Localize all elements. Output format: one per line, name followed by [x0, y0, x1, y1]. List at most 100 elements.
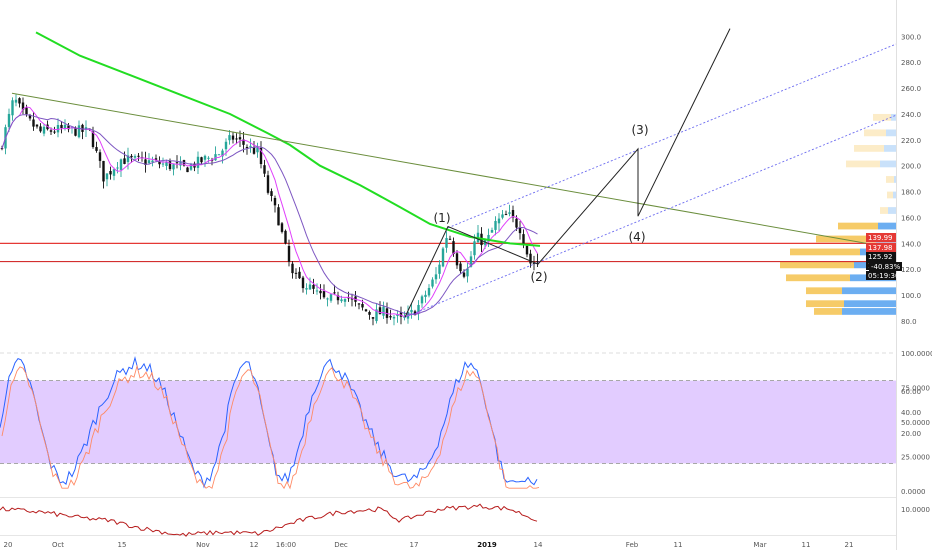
candle	[133, 156, 137, 158]
candle	[112, 169, 116, 176]
candle	[116, 167, 119, 169]
candle	[252, 147, 256, 154]
candle	[389, 316, 392, 318]
candle	[375, 309, 378, 322]
price-tag-box	[866, 233, 896, 242]
candle	[473, 241, 476, 256]
candle	[200, 157, 203, 163]
candle	[455, 253, 459, 266]
candle	[413, 311, 417, 316]
price-tick-label: 160.0	[901, 214, 921, 222]
candle	[284, 230, 287, 244]
candle	[11, 100, 14, 116]
pane-backgrounds	[0, 0, 897, 550]
time-tick-label: 11	[674, 541, 683, 549]
volume-profile-bar	[873, 113, 891, 121]
price-tick-label: 280.0	[901, 59, 921, 67]
candle	[329, 294, 333, 301]
price-tick-label: 120.0	[901, 266, 921, 274]
candle	[161, 163, 165, 165]
osc-tick-label: 10.0000	[901, 506, 930, 514]
price-tag-box	[866, 252, 896, 261]
candle	[25, 107, 28, 115]
volume-profile-bar	[780, 261, 854, 269]
candle	[224, 141, 228, 150]
candle	[291, 263, 294, 274]
candle	[532, 262, 536, 264]
candle	[396, 314, 399, 317]
candle	[228, 135, 231, 141]
stoch-tick-label: 25.0000	[901, 454, 930, 462]
candle	[263, 165, 266, 174]
candle	[448, 238, 452, 240]
candle	[308, 284, 312, 290]
candle	[301, 277, 305, 289]
candle	[504, 214, 508, 216]
stoch-tick-label: 50.0000	[901, 419, 930, 427]
candle	[382, 306, 385, 316]
volume-profile-bar	[806, 287, 842, 295]
candle	[518, 227, 522, 234]
candle	[312, 284, 315, 289]
candle	[403, 316, 406, 318]
candle	[438, 264, 441, 274]
candle	[154, 158, 158, 160]
volume-profile-bar	[842, 287, 896, 295]
candle	[319, 290, 322, 294]
candle	[21, 102, 25, 110]
pct-tag-box	[869, 262, 902, 271]
candle	[105, 173, 109, 180]
candle	[245, 147, 249, 149]
drawings: (1) (2) (3) (4)	[11, 28, 897, 318]
oscillator-pane	[0, 503, 538, 537]
candle	[378, 307, 382, 315]
candle	[357, 303, 361, 305]
candle	[417, 304, 420, 314]
candle	[511, 210, 515, 218]
candle	[18, 98, 21, 104]
candle	[151, 160, 154, 163]
candle	[266, 175, 270, 193]
volume-profile-bar	[842, 308, 896, 315]
candle	[420, 296, 424, 304]
stoch-tick-label: 75.0000	[901, 385, 930, 393]
candle	[67, 125, 70, 130]
candle	[77, 125, 81, 138]
candle	[7, 113, 11, 127]
candle	[487, 234, 490, 242]
candle	[525, 245, 529, 255]
pct-tag-label: -40.83%	[871, 263, 901, 271]
candle	[196, 156, 200, 168]
price-tick-label: 260.0	[901, 85, 921, 93]
wave-label: (1)	[434, 211, 451, 225]
price-tick-label: 100.0	[901, 292, 921, 300]
candle	[441, 248, 445, 267]
candle	[469, 256, 473, 267]
candle	[434, 274, 438, 280]
price-tag-label: 137.98	[868, 244, 893, 252]
candle	[109, 171, 112, 175]
candle	[333, 292, 336, 294]
price-tag-box	[866, 243, 896, 252]
candle	[207, 157, 210, 159]
candle	[238, 137, 242, 140]
candle	[137, 155, 140, 157]
candle	[371, 317, 375, 319]
price-tick-label: 180.0	[901, 189, 921, 197]
volume-profile-bar	[790, 248, 860, 256]
separator-osc-time	[0, 535, 896, 536]
price-tick-label: 300.0	[901, 33, 921, 41]
candle	[350, 298, 354, 300]
candle	[53, 131, 56, 133]
candle	[256, 147, 259, 153]
volume-profile-bar	[816, 235, 876, 243]
time-tick-label: Dec	[334, 541, 348, 549]
price-tag-label: 139.99	[868, 234, 893, 242]
candle	[466, 268, 469, 277]
candle	[186, 167, 189, 173]
candle	[168, 160, 172, 169]
axis-divider	[896, 0, 897, 550]
candle	[298, 271, 301, 279]
